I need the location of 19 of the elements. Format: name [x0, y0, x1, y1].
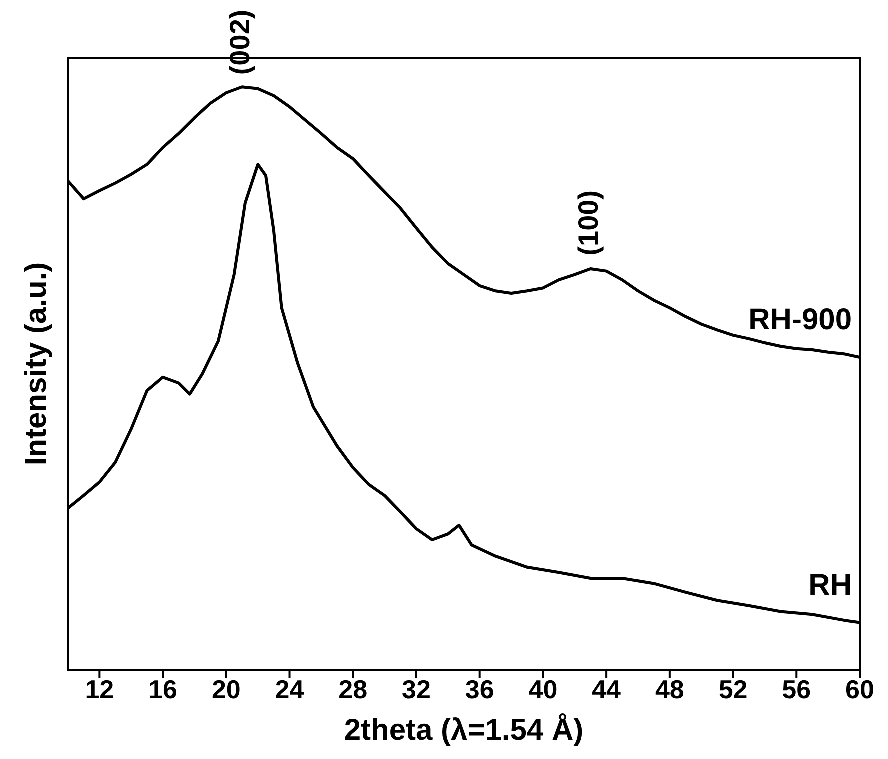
x-tick-label: 44 — [592, 674, 622, 704]
x-tick-label: 24 — [275, 674, 305, 704]
x-tick-label: 28 — [338, 674, 368, 704]
annotation: (002) — [224, 10, 256, 76]
x-tick-label: 48 — [655, 674, 684, 704]
x-tick-label: 16 — [148, 674, 178, 704]
x-axis-title: 2theta (λ=1.54 Å) — [344, 713, 584, 747]
series-label: RH-900 — [748, 304, 852, 337]
x-tick-label: 60 — [846, 674, 874, 704]
x-tick-label: 52 — [718, 674, 748, 704]
x-tick-label: 36 — [465, 674, 494, 704]
x-tick-label: 56 — [782, 674, 812, 704]
x-tick-label: 40 — [528, 674, 558, 704]
x-tick-label: 12 — [85, 674, 114, 704]
x-tick-label: 20 — [212, 674, 241, 704]
series-label: RH — [808, 568, 852, 602]
annotation: (100) — [573, 190, 604, 256]
y-axis-title: Intensity (a.u.) — [20, 262, 53, 466]
x-tick-label: 32 — [402, 674, 431, 704]
